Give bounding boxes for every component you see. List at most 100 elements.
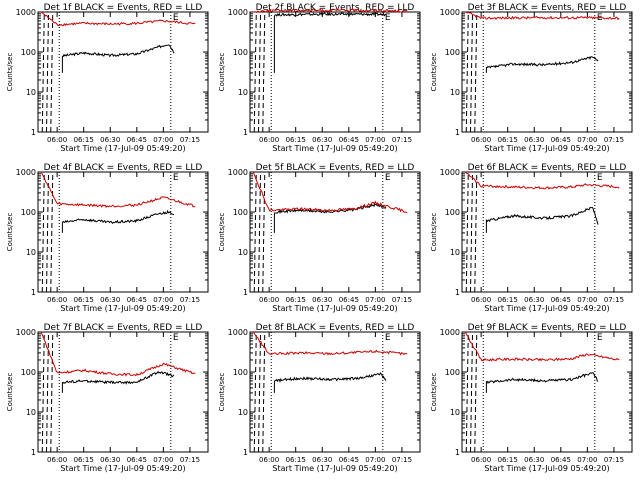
x-tick-label: 06:15 xyxy=(286,136,306,144)
series-events-line xyxy=(61,370,175,393)
x-tick-label: 06:30 xyxy=(312,296,332,304)
x-tick-label: 06:45 xyxy=(339,296,359,304)
x-tick-label: 06:15 xyxy=(74,136,94,144)
plot-frame xyxy=(461,331,633,453)
y-tick-label: 100 xyxy=(233,368,248,377)
x-tick-label: 06:00 xyxy=(259,296,279,304)
x-tick-label: 07:15 xyxy=(180,456,200,464)
dashed-marker xyxy=(262,333,266,453)
x-tick-label: 06:15 xyxy=(286,456,306,464)
panel-title: Det 4f BLACK = Events, RED = LLD xyxy=(44,163,203,173)
x-tick-label: 07:15 xyxy=(180,136,200,144)
plot-frame xyxy=(249,11,421,133)
y-axis-label: Counts/sec xyxy=(430,53,438,92)
panel-1: Det 1f BLACK = Events, RED = LLD 1 10 100 10… xyxy=(6,3,209,153)
dashed-marker xyxy=(253,173,257,293)
y-tick-label: 100 xyxy=(233,208,248,217)
panel-title: Det 1f BLACK = Events, RED = LLD xyxy=(44,3,203,13)
y-tick-label: 10 xyxy=(450,248,460,257)
x-tick-label: 06:45 xyxy=(551,456,571,464)
x-tick-label: 06:30 xyxy=(100,136,120,144)
panel-title: Det 9f BLACK = Events, RED = LLD xyxy=(468,323,627,333)
dashed-marker xyxy=(41,173,45,293)
y-tick-label: 1 xyxy=(243,288,248,297)
y-tick-label: 1000 xyxy=(228,328,248,337)
series-events-line xyxy=(485,56,599,73)
series-events-line xyxy=(273,371,387,393)
series-lld-line xyxy=(252,331,408,356)
x-tick-label: 07:00 xyxy=(365,136,385,144)
y-axis-label: Counts/sec xyxy=(430,373,438,412)
x-tick-label: 06:00 xyxy=(471,456,491,464)
marker-label: E xyxy=(385,333,391,343)
dashed-marker xyxy=(465,13,469,133)
y-axis-label: Counts/sec xyxy=(6,373,14,412)
y-axis-label: Counts/sec xyxy=(6,213,14,252)
y-tick-label: 1000 xyxy=(16,328,36,337)
x-axis-label: Start Time (17-Jul-09 05:49:20) xyxy=(60,304,185,313)
y-tick-label: 10 xyxy=(26,408,36,417)
dashed-marker xyxy=(46,173,49,293)
x-tick-label: 06:45 xyxy=(551,136,571,144)
x-tick-label: 06:00 xyxy=(259,136,279,144)
panel-title: Det 5f BLACK = Events, RED = LLD xyxy=(256,163,415,173)
x-tick-label: 07:00 xyxy=(365,296,385,304)
plot-frame xyxy=(461,11,633,133)
y-tick-label: 100 xyxy=(21,48,36,57)
y-tick-label: 100 xyxy=(21,208,36,217)
dashed-marker xyxy=(258,173,261,293)
y-axis-label: Counts/sec xyxy=(218,53,226,92)
panel-title: Det 6f BLACK = Events, RED = LLD xyxy=(468,163,627,173)
x-tick-label: 07:15 xyxy=(392,456,412,464)
x-tick-label: 07:00 xyxy=(577,136,597,144)
series-events-line xyxy=(485,372,599,393)
dashed-marker xyxy=(474,333,478,453)
x-tick-label: 06:00 xyxy=(259,456,279,464)
y-tick-label: 10 xyxy=(450,88,460,97)
x-tick-label: 06:00 xyxy=(471,296,491,304)
x-tick-label: 06:00 xyxy=(47,136,67,144)
y-tick-label: 1000 xyxy=(228,168,248,177)
x-tick-label: 06:00 xyxy=(47,456,67,464)
series-events-line xyxy=(273,203,387,233)
dashed-marker xyxy=(474,13,478,133)
y-axis-label: Counts/sec xyxy=(218,213,226,252)
dashed-marker xyxy=(470,13,473,133)
x-tick-label: 06:15 xyxy=(498,456,518,464)
y-tick-label: 1000 xyxy=(440,328,460,337)
y-tick-label: 1000 xyxy=(440,168,460,177)
panel-4: Det 4f BLACK = Events, RED = LLD 1 10 100 10… xyxy=(6,163,209,313)
dashed-marker xyxy=(46,13,49,133)
x-tick-label: 06:30 xyxy=(312,456,332,464)
dashed-marker xyxy=(262,173,266,293)
y-tick-label: 10 xyxy=(238,248,248,257)
x-tick-label: 06:30 xyxy=(100,456,120,464)
x-tick-label: 06:30 xyxy=(524,456,544,464)
dashed-marker xyxy=(465,333,469,453)
plot-frame xyxy=(249,171,421,293)
x-tick-label: 06:30 xyxy=(524,296,544,304)
x-tick-label: 07:00 xyxy=(153,296,173,304)
y-tick-label: 1000 xyxy=(16,168,36,177)
marker-label: E xyxy=(385,13,391,23)
y-tick-label: 1000 xyxy=(440,8,460,17)
marker-label: E xyxy=(385,173,391,183)
y-tick-label: 100 xyxy=(445,368,460,377)
dashed-marker xyxy=(470,173,473,293)
panel-title: Det 7f BLACK = Events, RED = LLD xyxy=(44,323,203,333)
panel-title: Det 2f BLACK = Events, RED = LLD xyxy=(256,3,415,13)
y-tick-label: 1000 xyxy=(228,8,248,17)
dashed-marker xyxy=(258,333,261,453)
y-tick-label: 100 xyxy=(21,368,36,377)
x-tick-label: 07:15 xyxy=(180,296,200,304)
dashed-marker xyxy=(262,13,266,133)
panel-title: Det 3f BLACK = Events, RED = LLD xyxy=(468,3,627,13)
series-lld-line xyxy=(465,11,620,21)
x-tick-label: 07:00 xyxy=(153,456,173,464)
x-tick-label: 06:15 xyxy=(74,456,94,464)
series-events-line xyxy=(61,44,175,73)
x-tick-label: 06:00 xyxy=(47,296,67,304)
marker-label: E xyxy=(173,13,179,23)
x-tick-label: 06:15 xyxy=(286,296,306,304)
